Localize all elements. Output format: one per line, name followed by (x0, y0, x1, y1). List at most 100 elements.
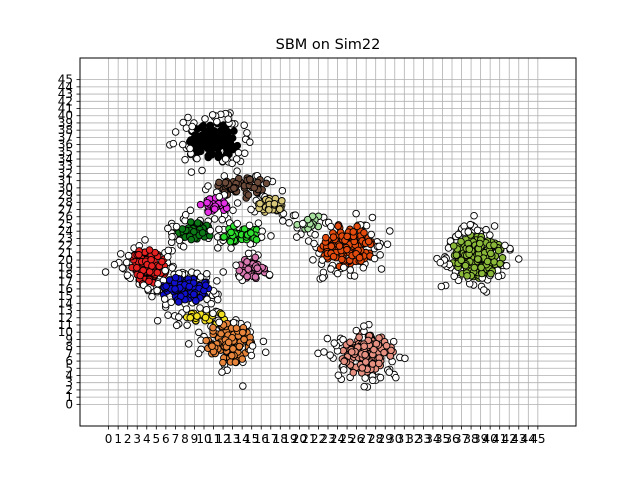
chart-title: SBM on Sim22 (276, 37, 381, 53)
data-point (457, 237, 465, 246)
data-point (327, 265, 335, 273)
data-point (186, 144, 194, 153)
data-point (360, 342, 368, 350)
data-point (383, 240, 392, 248)
y-tick-label: 44 (58, 80, 73, 94)
data-point (278, 197, 286, 205)
data-point (228, 351, 236, 360)
data-point (494, 272, 503, 281)
cluster-3 (247, 194, 288, 219)
y-tick-label: 25 (58, 217, 73, 231)
data-point (201, 313, 210, 322)
data-point (299, 219, 307, 228)
data-point (334, 371, 343, 380)
data-point (199, 121, 208, 130)
data-point (185, 340, 193, 348)
y-tick-label: 37 (58, 130, 73, 144)
x-tick-label: 28 (368, 432, 383, 446)
x-tick-label: 31 (397, 432, 412, 446)
data-point (192, 297, 200, 305)
data-point (487, 269, 495, 278)
cluster-2 (186, 188, 237, 224)
x-tick-label: 40 (483, 432, 498, 446)
data-point (213, 117, 221, 126)
data-point (338, 255, 346, 264)
data-point (206, 226, 215, 235)
data-point (360, 322, 368, 330)
data-point (193, 154, 201, 163)
data-point (361, 374, 369, 382)
data-point (188, 122, 196, 131)
data-point (187, 218, 195, 226)
data-point (243, 272, 251, 281)
data-point (221, 178, 230, 187)
data-point (101, 268, 110, 276)
data-point (164, 224, 172, 233)
data-point (187, 168, 196, 176)
x-tick-label: 45 (530, 432, 545, 446)
data-point (215, 127, 224, 136)
data-point (145, 246, 154, 254)
y-tick-label: 3 (65, 376, 73, 390)
data-point (292, 233, 301, 241)
cluster-4 (164, 210, 225, 251)
data-point (346, 266, 355, 274)
data-point (123, 271, 132, 279)
data-point (122, 258, 131, 267)
data-point (251, 273, 260, 281)
x-tick-label: 21 (301, 432, 316, 446)
data-point (207, 299, 215, 308)
x-tick-label: 12 (215, 432, 230, 446)
y-tick-label: 8 (65, 340, 73, 354)
data-point (181, 210, 190, 219)
data-point (259, 337, 268, 346)
y-tick-label: 22 (58, 239, 73, 253)
data-point (206, 121, 215, 130)
data-point (164, 311, 172, 319)
x-tick-label: 41 (492, 432, 507, 446)
data-point (454, 230, 463, 239)
data-point (496, 259, 504, 268)
x-tick-label: 3 (133, 432, 141, 446)
x-tick-label: 9 (191, 432, 199, 446)
data-points (101, 109, 523, 391)
x-tick-label: 26 (349, 432, 364, 446)
data-point (232, 261, 240, 270)
data-point (198, 166, 206, 175)
x-tick-label: 33 (416, 432, 431, 446)
cluster-14 (433, 212, 523, 296)
data-point (145, 277, 153, 286)
data-point (480, 286, 488, 294)
data-point (214, 244, 222, 252)
cluster-8 (219, 249, 274, 285)
x-tick-label: 20 (292, 432, 307, 446)
y-tick-label: 7 (65, 347, 73, 361)
x-tick-label: 6 (162, 432, 170, 446)
y-tick-label: 24 (58, 224, 73, 238)
y-tick-label: 15 (58, 289, 73, 303)
y-tick-label: 5 (65, 361, 73, 375)
data-point (245, 221, 254, 230)
x-tick-label: 39 (473, 432, 488, 446)
y-tick-label: 21 (58, 246, 73, 260)
data-point (368, 213, 377, 222)
data-point (254, 219, 263, 227)
data-point (209, 309, 217, 318)
data-point (246, 175, 254, 184)
x-tick-label: 34 (425, 432, 440, 446)
x-tick-label: 30 (387, 432, 402, 446)
data-point (164, 252, 172, 261)
data-point (309, 256, 317, 264)
data-point (220, 199, 229, 207)
y-tick-label: 39 (58, 116, 73, 130)
data-point (203, 270, 211, 278)
data-point (195, 328, 203, 337)
data-point (490, 222, 499, 230)
data-point (233, 219, 242, 228)
data-point (320, 348, 328, 356)
data-point (340, 357, 348, 366)
data-point (352, 209, 360, 218)
data-point (196, 273, 205, 281)
data-point (224, 115, 232, 123)
